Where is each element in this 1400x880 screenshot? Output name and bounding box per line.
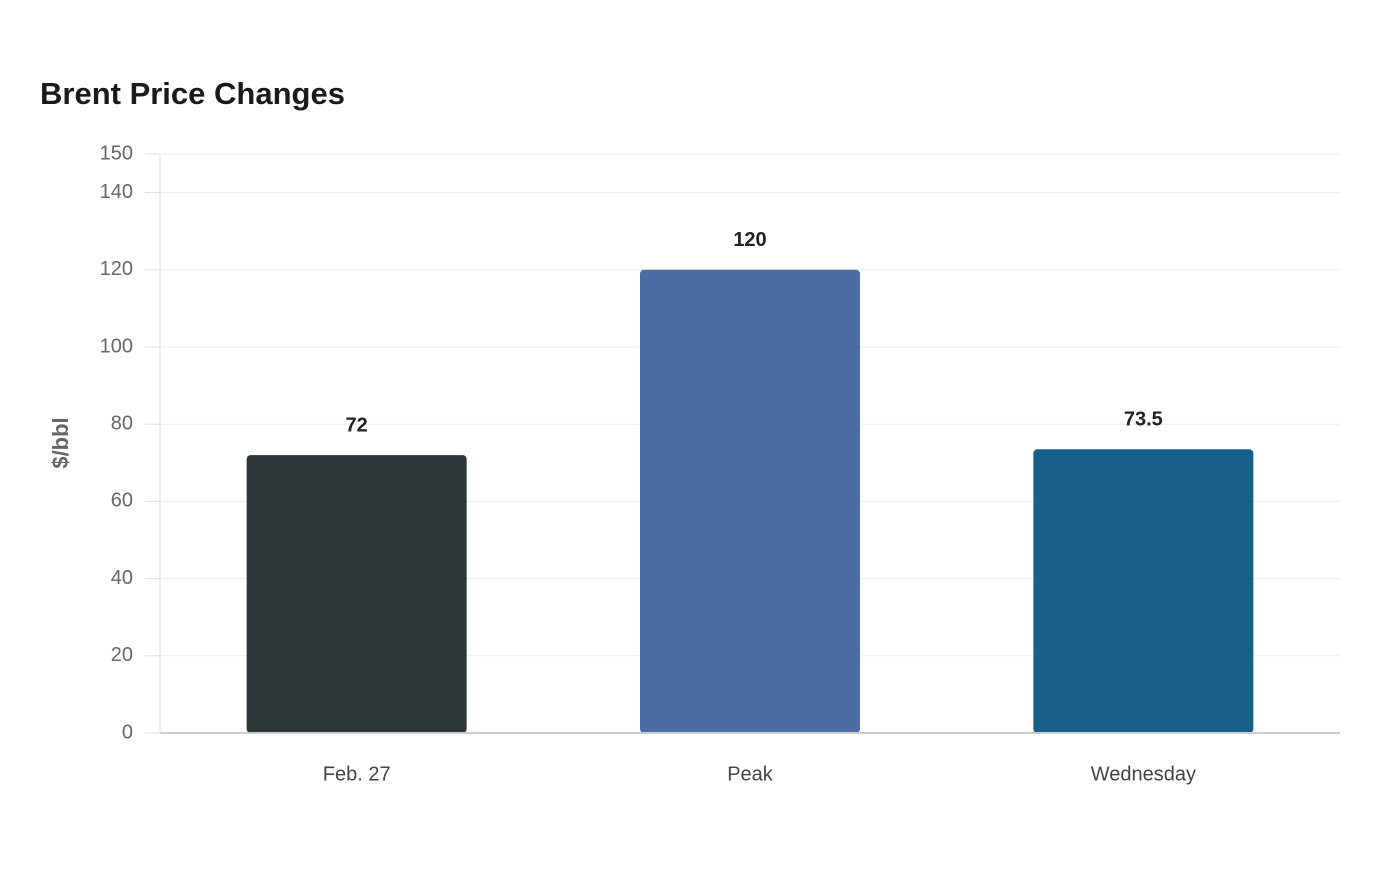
data-label: 73.5 xyxy=(1124,409,1163,431)
y-tick-label: 140 xyxy=(100,181,133,203)
y-tick-label: 40 xyxy=(111,567,133,589)
y-tick-label: 20 xyxy=(111,644,133,666)
y-tick-label: 100 xyxy=(100,335,133,357)
data-label: 120 xyxy=(733,229,766,251)
bar xyxy=(246,455,467,733)
y-tick-label: 0 xyxy=(122,721,133,743)
x-tick-label: Wednesday xyxy=(1091,763,1196,785)
x-tick-label: Peak xyxy=(727,763,774,785)
chart-title: Brent Price Changes xyxy=(40,76,345,111)
y-tick-label: 80 xyxy=(111,412,133,434)
bar xyxy=(1033,449,1254,733)
data-label: 72 xyxy=(346,414,368,436)
y-axis-label: $/bbl xyxy=(48,417,73,468)
y-tick-label: 120 xyxy=(100,258,133,280)
x-tick-label: Feb. 27 xyxy=(323,763,391,785)
bar xyxy=(640,269,860,733)
y-tick-label: 60 xyxy=(111,490,133,512)
y-tick-label: 150 xyxy=(100,142,133,164)
